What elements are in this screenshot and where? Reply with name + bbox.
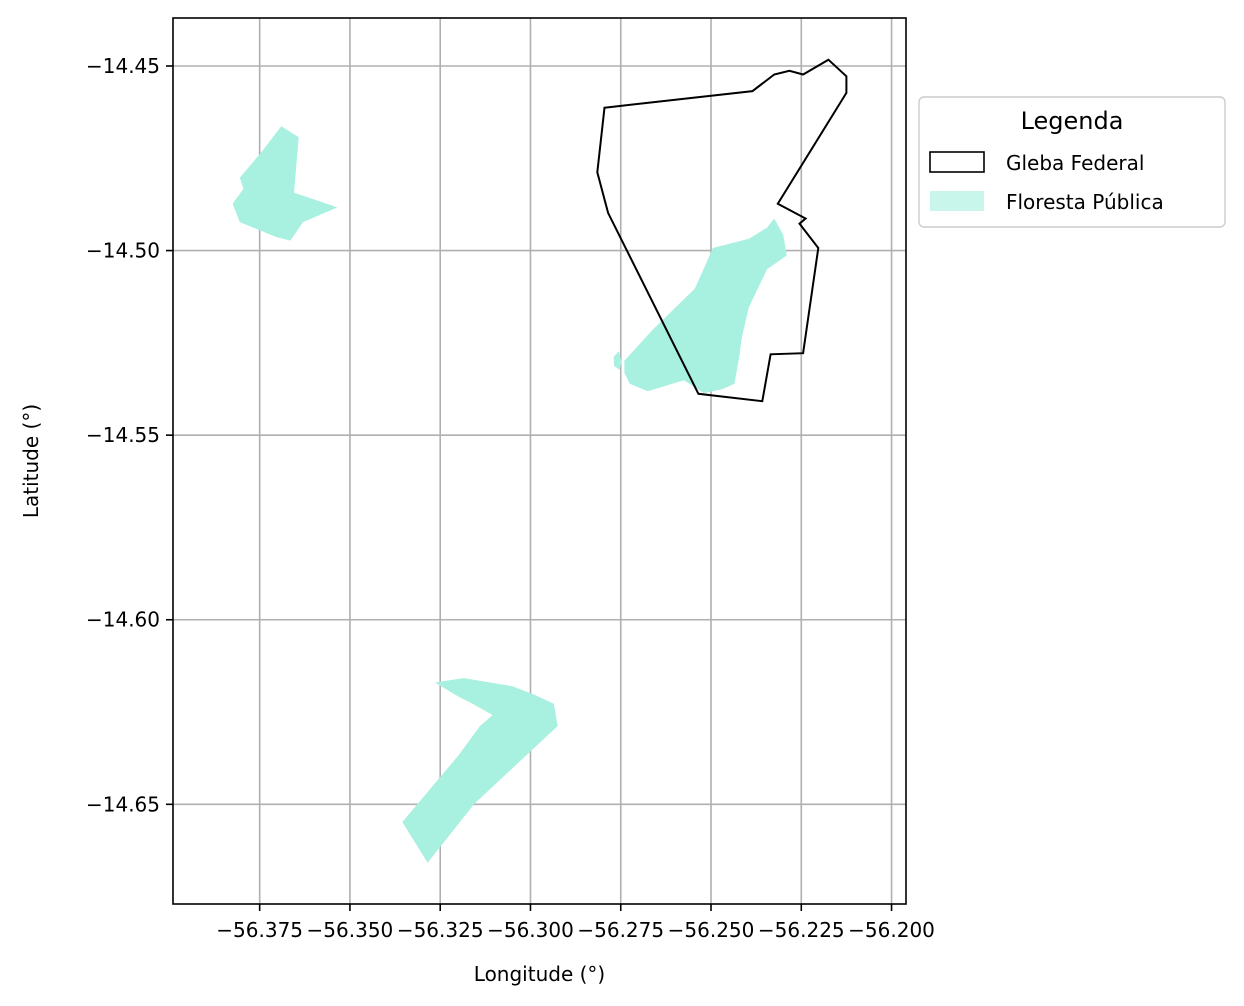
- floresta-publica-polygon-3: [624, 218, 787, 394]
- map-layers: [232, 58, 848, 863]
- legend-swatch-gleba-federal: [929, 151, 985, 173]
- legend-title: Legenda: [1021, 107, 1124, 135]
- x-tick-label: −56.325: [397, 918, 484, 942]
- legend-label-floresta-publica: Floresta Pública: [1006, 190, 1164, 214]
- y-tick-label: −14.45: [86, 54, 160, 78]
- x-tick-label: −56.375: [216, 918, 303, 942]
- axis-ticks: −56.375 −56.350 −56.325 −56.300 −56.275 −56.2…: [86, 54, 935, 942]
- floresta-publica-polygon-2: [402, 678, 558, 863]
- plot-frame: [172, 17, 907, 905]
- y-tick-label: −14.50: [86, 239, 160, 263]
- legend-swatch-floresta-publica: [930, 191, 984, 211]
- x-tick-label: −56.350: [307, 918, 394, 942]
- floresta-publica-polygon-1: [232, 126, 338, 241]
- legend-label-gleba-federal: Gleba Federal: [1006, 151, 1144, 175]
- x-tick-label: −56.225: [758, 918, 845, 942]
- x-tick-label: −56.275: [577, 918, 664, 942]
- x-tick-label: −56.300: [487, 918, 574, 942]
- gleba-federal-polygon-1: [596, 58, 848, 403]
- x-tick-label: −56.250: [668, 918, 755, 942]
- y-tick-label: −14.60: [86, 608, 160, 632]
- x-tick-label: −56.200: [848, 918, 935, 942]
- y-tick-label: −14.55: [86, 423, 160, 447]
- legend: Legenda Gleba Federal Floresta Pública: [918, 96, 1226, 228]
- y-tick-label: −14.65: [86, 792, 160, 816]
- y-axis-label: Latitude (°): [19, 404, 43, 518]
- legend-box: [918, 96, 1226, 228]
- x-axis-label: Longitude (°): [474, 962, 605, 986]
- floresta-publica-polygon-4: [613, 351, 622, 370]
